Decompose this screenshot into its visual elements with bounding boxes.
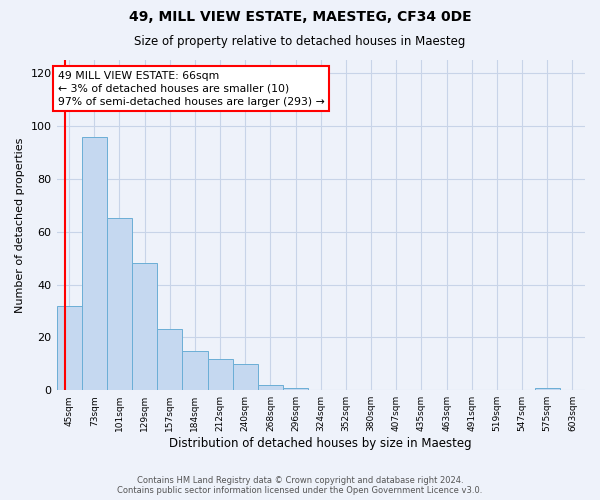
Bar — [56, 306, 82, 390]
Text: Size of property relative to detached houses in Maesteg: Size of property relative to detached ho… — [134, 35, 466, 48]
Text: Contains HM Land Registry data © Crown copyright and database right 2024.
Contai: Contains HM Land Registry data © Crown c… — [118, 476, 482, 495]
Bar — [208, 358, 233, 390]
Y-axis label: Number of detached properties: Number of detached properties — [15, 138, 25, 313]
Bar — [258, 385, 283, 390]
Bar — [132, 264, 157, 390]
Bar — [233, 364, 258, 390]
Bar — [535, 388, 560, 390]
Bar — [107, 218, 132, 390]
X-axis label: Distribution of detached houses by size in Maesteg: Distribution of detached houses by size … — [169, 437, 472, 450]
Text: 49, MILL VIEW ESTATE, MAESTEG, CF34 0DE: 49, MILL VIEW ESTATE, MAESTEG, CF34 0DE — [128, 10, 472, 24]
Bar — [157, 330, 182, 390]
Bar — [283, 388, 308, 390]
Bar — [182, 350, 208, 390]
Text: 49 MILL VIEW ESTATE: 66sqm
← 3% of detached houses are smaller (10)
97% of semi-: 49 MILL VIEW ESTATE: 66sqm ← 3% of detac… — [58, 70, 325, 107]
Bar — [82, 136, 107, 390]
